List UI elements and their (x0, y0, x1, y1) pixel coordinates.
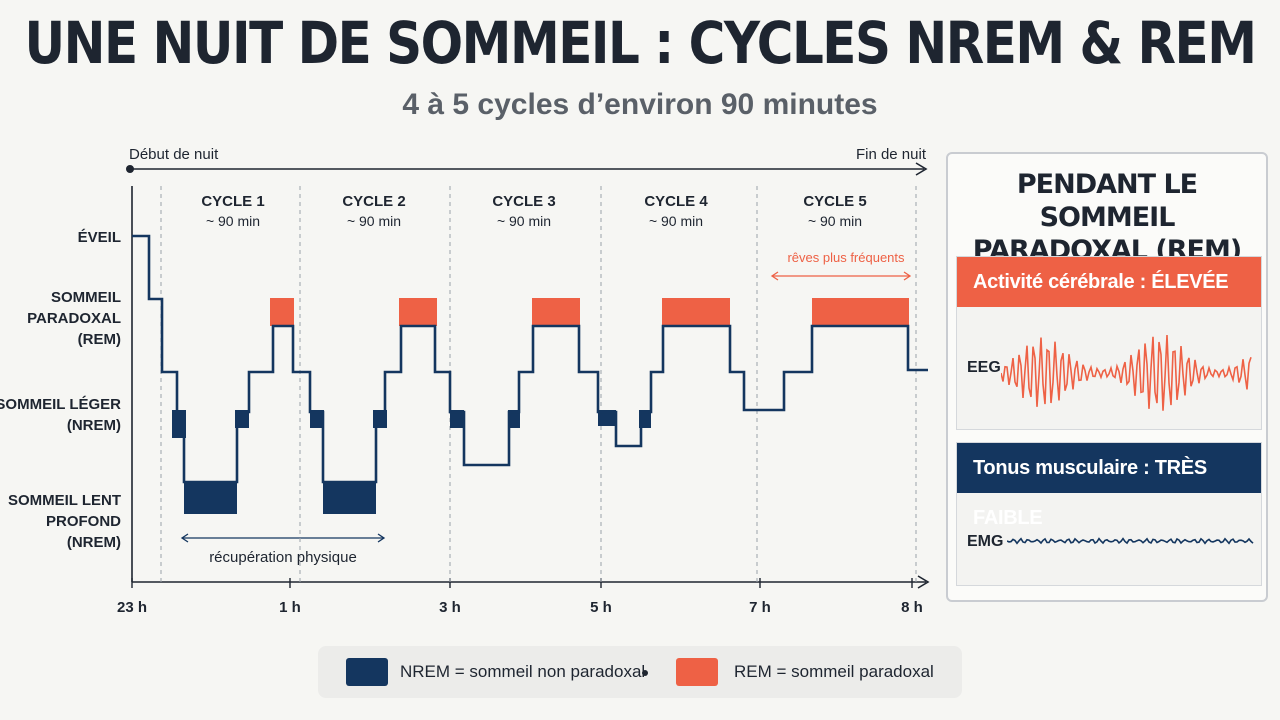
stage-label-rem: (REM) (78, 331, 121, 348)
stage-label-deep: (NREM) (67, 534, 121, 551)
rem-block (270, 298, 294, 326)
cycle-duration: ~ 90 min (808, 213, 862, 229)
legend-rem-label: REM = sommeil paradoxal (734, 662, 934, 681)
legend-nrem-swatch (346, 658, 388, 686)
stage-label-deep: SOMMEIL LENT (8, 492, 121, 509)
transition-block (450, 410, 464, 428)
emg-wave (1007, 537, 1254, 545)
panel-title: PENDANT LE SOMMEIL PARADOXAL (REM) (948, 168, 1266, 267)
cycle-label: CYCLE 5 (803, 193, 866, 210)
transition-block (172, 410, 186, 438)
rem-note-arrowheads (770, 271, 912, 281)
legend-nrem-label: NREM = sommeil non paradoxal (400, 662, 646, 681)
transition-block (310, 410, 324, 428)
cycle-duration: ~ 90 min (649, 213, 703, 229)
deep-sleep-block (323, 482, 376, 514)
x-axis-arrow (917, 575, 930, 589)
brain-activity-label: Activité cérébrale : ÉLEVÉE (957, 257, 1261, 307)
transition-block (508, 410, 520, 428)
legend-rem-swatch (676, 658, 718, 686)
cycle-label: CYCLE 2 (342, 193, 405, 210)
eeg-label: EEG (967, 359, 1001, 376)
deep-sleep-block (184, 482, 237, 514)
stage-label-wake: ÉVEIL (78, 229, 121, 246)
x-tick-label: 23 h (117, 599, 147, 616)
muscle-tone-box: Tonus musculaire : TRÈS FAIBLE EMG (956, 442, 1262, 586)
cycle-duration: ~ 90 min (497, 213, 551, 229)
panel-title-line-1: PENDANT LE SOMMEIL (1016, 169, 1198, 233)
rem-block (662, 298, 730, 326)
timeline-end-label: Fin de nuit (856, 146, 927, 163)
stage-label-light: SOMMEIL LÉGER (0, 396, 121, 413)
stage-label-rem: SOMMEIL (51, 289, 121, 306)
x-tick-label: 5 h (590, 599, 612, 616)
cycle-label: CYCLE 3 (492, 193, 555, 210)
x-tick-label: 8 h (901, 599, 923, 616)
deep-note-label: récupération physique (209, 549, 357, 566)
hypnogram-chart: Début de nuit Fin de nuit 23 h 1 h 3 h 5 h 7 h… (0, 146, 930, 616)
cycle-label: CYCLE 1 (201, 193, 264, 210)
stage-label-light: (NREM) (67, 417, 121, 434)
timeline-arrow (915, 162, 928, 176)
muscle-tone-label: Tonus musculaire : TRÈS FAIBLE (957, 443, 1261, 529)
eeg-wave (1001, 334, 1252, 411)
page-title: UNE NUIT DE SOMMEIL : CYCLES NREM & REM (24, 10, 1257, 77)
legend-separator (642, 670, 648, 676)
timeline-start-dot (126, 165, 134, 173)
legend: NREM = sommeil non paradoxal REM = somme… (318, 646, 962, 698)
page-subtitle: 4 à 5 cycles d’environ 90 minutes (402, 88, 878, 121)
stage-label-deep: PROFOND (46, 513, 121, 530)
rem-note-label: rêves plus fréquents (787, 250, 905, 265)
hypnogram-line (132, 234, 928, 484)
x-tick-label: 1 h (279, 599, 301, 616)
cycle-label: CYCLE 4 (644, 193, 708, 210)
x-tick-label: 3 h (439, 599, 461, 616)
cycle-duration: ~ 90 min (206, 213, 260, 229)
rem-info-panel: PENDANT LE SOMMEIL PARADOXAL (REM) Activ… (946, 152, 1268, 602)
stage-label-rem: PARADOXAL (27, 310, 121, 327)
brain-activity-box: Activité cérébrale : ÉLEVÉE EEG (956, 256, 1262, 430)
rem-block (399, 298, 437, 326)
rem-block (812, 298, 909, 326)
rem-block (532, 298, 580, 326)
x-tick-label: 7 h (749, 599, 771, 616)
transition-block (235, 410, 249, 428)
cycle-duration: ~ 90 min (347, 213, 401, 229)
emg-label: EMG (967, 533, 1004, 550)
transition-block (598, 410, 616, 426)
timeline-start-label: Début de nuit (129, 146, 219, 163)
deep-note-arrowheads (180, 533, 386, 543)
